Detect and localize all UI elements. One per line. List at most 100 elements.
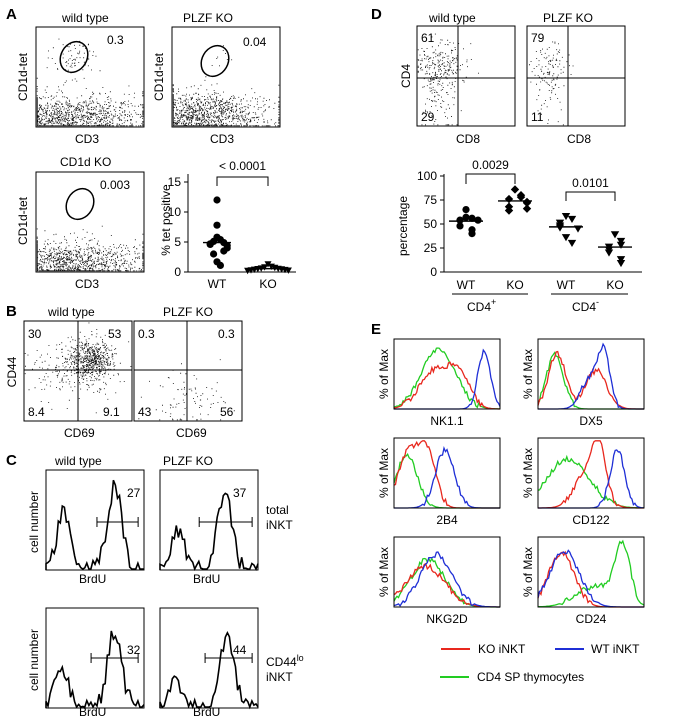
marker-label: NK1.1	[430, 414, 464, 428]
data-point	[462, 206, 470, 214]
data-point	[504, 194, 514, 204]
plot-frame	[416, 25, 516, 127]
group-label-sup: -	[596, 297, 599, 307]
row-label-cd44lo-line1: CD44lo	[266, 653, 304, 669]
brdu-percent: 37	[233, 486, 247, 500]
data-point	[522, 204, 532, 213]
marker-label: CD24	[576, 612, 607, 626]
plot-frame	[133, 320, 243, 422]
y-axis-label: % of Max	[377, 448, 391, 498]
brdu-percent: 32	[127, 643, 141, 657]
brdu-percent: 27	[127, 486, 141, 500]
histogram-ko-total: 37	[159, 486, 259, 572]
histogram-trace	[159, 492, 259, 572]
cell-population	[172, 79, 280, 127]
y-axis-label: CD1d-tet	[152, 52, 166, 101]
data-point	[264, 261, 272, 268]
y-axis-label: CD1d-tet	[16, 52, 30, 101]
panel-a-plot-cd1d-ko: CD1d KO 0.003 CD3 CD1d-tet	[16, 155, 145, 291]
quadrant-ll: 43	[138, 405, 152, 419]
marker-label: NKG2D	[426, 612, 468, 626]
hist-frame	[45, 607, 145, 709]
y-axis-label: cell number	[27, 629, 41, 691]
y-tick-label: 75	[424, 193, 438, 207]
cloud-dots	[36, 77, 144, 127]
brdu-gate-bracket	[204, 653, 253, 663]
gate-percent: 0.3	[107, 33, 124, 47]
data-point	[555, 224, 565, 232]
plot-title: wild type	[47, 305, 95, 319]
cd4-sp-population	[417, 33, 479, 93]
y-axis-label: CD44	[5, 356, 19, 387]
data-point	[616, 256, 626, 264]
wt-trace	[538, 449, 645, 509]
significance-bracket	[216, 176, 269, 186]
quadrant-ul: 0.3	[138, 327, 155, 341]
data-point	[206, 240, 214, 248]
y-tick-label: 100	[417, 169, 437, 183]
significance-bracket	[465, 173, 516, 184]
data-point	[504, 206, 514, 215]
gate-percent: 0.04	[243, 35, 267, 49]
y-axis-label: % of Max	[377, 349, 391, 399]
marker-label: 2B4	[436, 513, 458, 527]
hist-frame	[159, 607, 259, 709]
hist-frame	[45, 469, 145, 571]
data-point	[456, 216, 464, 224]
ko-trace	[393, 361, 500, 410]
plot-frame	[171, 26, 281, 128]
data-point	[456, 222, 464, 230]
y-axis-label: CD4	[399, 64, 413, 88]
data-point	[468, 214, 476, 222]
y-tick-label: 15	[168, 175, 182, 189]
data-point	[213, 196, 221, 204]
data-point	[210, 250, 218, 258]
data-point	[216, 261, 224, 269]
overlay-histogram-nkg2d: NKG2D % of Max	[377, 536, 501, 626]
quadrant-ll: 8.4	[28, 405, 45, 419]
data-point	[510, 185, 520, 194]
ko-trace	[537, 350, 644, 410]
data-point	[220, 247, 228, 255]
x-axis-label: BrdU	[79, 705, 106, 718]
y-axis-label: % of Max	[377, 547, 391, 597]
significance-label: < 0.0001	[219, 159, 266, 173]
panel-letter-c: C	[6, 452, 17, 469]
histogram-frame	[393, 338, 501, 410]
plot-title: PLZF KO	[543, 11, 593, 25]
data-point	[468, 230, 476, 238]
x-axis-label: CD8	[456, 132, 480, 146]
marker-label: DX5	[579, 414, 603, 428]
cell-population	[36, 77, 144, 127]
cloud-dots	[138, 359, 235, 421]
cd4-sp-population	[529, 41, 574, 103]
plot-title: CD1d KO	[60, 155, 111, 169]
data-point	[616, 237, 626, 246]
data-point	[244, 267, 252, 275]
x-axis-label: CD3	[210, 132, 234, 146]
group-label-text: CD4	[572, 300, 596, 314]
panel-b-plot-plzf-ko: PLZF KO 0.3 0.3 43 56 CD69	[133, 305, 243, 440]
cd4-trace	[393, 452, 500, 509]
quadrant-ul: 30	[28, 327, 42, 341]
significance-label: 0.0029	[472, 158, 509, 172]
x-axis-label: BrdU	[79, 572, 106, 586]
plot-title: wild type	[428, 11, 476, 25]
row-label-cd44lo-line2: iNKT	[266, 670, 293, 684]
histogram-trace	[45, 630, 145, 709]
x-tick-label: KO	[259, 277, 276, 291]
row-label-total-line1: total	[266, 503, 289, 517]
legend-label-cd4sp: CD4 SP thymocytes	[477, 670, 584, 684]
cd4-trace	[537, 539, 645, 608]
percentage-chart: 0 25 50 75 100 WT KO WT KO 0.0029 0.0101 percenta…	[396, 158, 642, 314]
brdu-gate-bracket	[96, 517, 139, 527]
cloud-dots	[172, 79, 280, 127]
tet-positive-chart: 0 5 10 15 WT KO < 0.0001 % tet positive	[159, 159, 296, 291]
quadrant-ur: 0.3	[218, 327, 235, 341]
cloud-dots	[24, 333, 132, 414]
dn-population	[537, 64, 564, 126]
plot-title: wild type	[61, 11, 109, 25]
hist-frame	[159, 469, 259, 571]
row-label-cd44: CD44	[266, 655, 297, 669]
legend-label-wt: WT iNKT	[591, 642, 640, 656]
